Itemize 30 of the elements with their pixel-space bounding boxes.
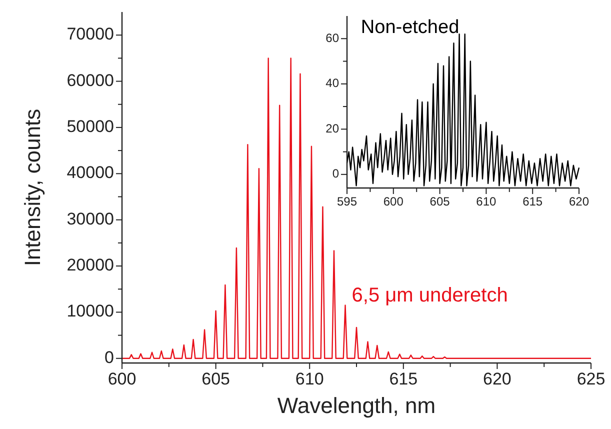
y-tick-label: 70000 [66, 24, 114, 44]
x-tick-label: 620 [483, 370, 512, 389]
x-tick-label: 615 [522, 194, 543, 209]
y-tick-label: 60000 [66, 70, 114, 90]
y-axis-title: Intensity, counts [20, 108, 45, 266]
y-tick-label: 0 [104, 348, 114, 367]
x-tick-label: 605 [202, 370, 230, 389]
y-tick-label: 30000 [66, 209, 114, 228]
series-label: Non-etched [360, 17, 460, 38]
x-tick-label: 610 [476, 194, 497, 209]
y-tick-label: 20000 [66, 256, 114, 274]
x-tick-label: 615 [389, 370, 418, 389]
series-label: 6,5 μm underetch [352, 284, 508, 307]
x-axis-title: Wavelength, nm [277, 393, 436, 418]
y-tick-label: 40 [326, 76, 340, 90]
line-series [346, 34, 580, 186]
y-tick-label: 40000 [66, 163, 114, 182]
x-tick-label: 605 [430, 194, 450, 209]
x-tick-label: 625 [576, 370, 606, 389]
x-tick-label: 600 [383, 194, 404, 209]
y-tick-label: 60 [326, 30, 340, 45]
x-tick-label: 600 [108, 370, 136, 389]
x-tick-label: 610 [295, 370, 324, 389]
line-series [121, 58, 592, 359]
y-tick-label: 10000 [66, 302, 114, 321]
y-tick-label: 0 [332, 166, 340, 181]
x-tick-label: 595 [336, 194, 358, 209]
y-tick-label: 20 [326, 121, 340, 136]
x-tick-label: 620 [568, 194, 590, 209]
y-tick-label: 50000 [66, 116, 114, 136]
